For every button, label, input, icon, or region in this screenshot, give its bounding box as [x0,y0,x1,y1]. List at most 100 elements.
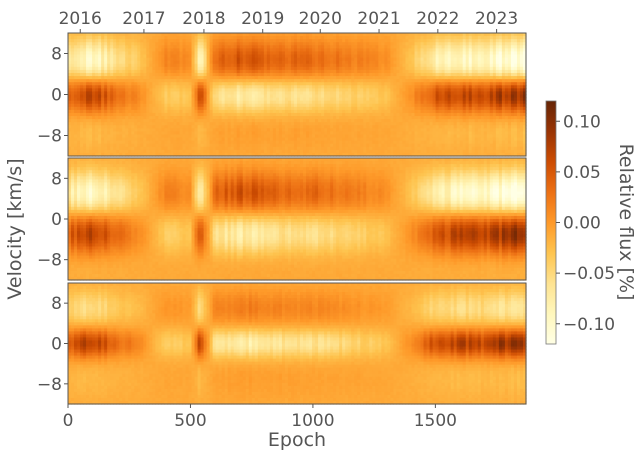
heatmap-cell [293,94,298,99]
heatmap-cell [284,97,289,102]
heatmap-cell [272,39,277,43]
heatmap-cell [131,51,135,56]
heatmap-cell [152,100,156,105]
heatmap-cell [179,39,184,43]
heatmap-cell [116,79,120,83]
heatmap-cell [104,131,108,136]
heatmap-cell [125,152,129,157]
heatmap-cell [221,48,226,53]
heatmap-cell [95,128,99,132]
heatmap-cell [197,146,202,151]
heatmap-cell [197,94,202,99]
heatmap-cell [191,125,196,129]
heatmap-cell [152,72,156,77]
heatmap-cell [170,76,175,80]
heatmap-cell [269,60,274,65]
heatmap-cell [122,79,126,83]
heatmap-cell [275,94,280,99]
heatmap-cell [149,103,153,108]
heatmap-cell [290,85,295,89]
heatmap-cell [119,106,123,111]
heatmap-cell [101,54,105,59]
heatmap-cell [149,69,153,74]
heatmap-cell [128,100,132,105]
heatmap-cell [281,91,286,96]
heatmap-cell [236,112,241,117]
heatmap-cell [98,94,102,99]
heatmap-cell [300,60,304,65]
heatmap-cell [293,149,298,154]
heatmap-cell [89,112,93,117]
heatmap-cell [92,125,96,129]
heatmap-cell [152,51,156,56]
heatmap-cell [140,82,144,86]
heatmap-cell [119,76,123,80]
heatmap-cell [230,143,235,148]
heatmap-cell [221,79,226,83]
heatmap-cell [143,134,147,139]
heatmap-cell [287,76,292,80]
heatmap-cell [182,97,187,102]
heatmap-cell [86,134,90,139]
heatmap-cell [152,152,156,157]
heatmap-cell [104,140,108,145]
heatmap-cell [212,100,217,105]
heatmap-cell [257,112,262,117]
heatmap-cell [101,57,105,62]
heatmap-cell [179,116,184,120]
heatmap-cell [297,100,301,105]
heatmap-cell [143,109,147,114]
heatmap-column [287,33,292,157]
heatmap-cell [254,91,259,96]
heatmap-cell [215,63,220,68]
heatmap-cell [107,72,111,77]
heatmap-cell [119,97,123,102]
heatmap-cell [128,137,132,142]
heatmap-cell [119,72,123,77]
heatmap-cell [101,45,105,49]
heatmap-cell [161,134,166,139]
heatmap-cell [80,137,84,142]
heatmap-cell [131,149,135,154]
heatmap-cell [110,57,114,62]
heatmap-cell [182,76,187,80]
heatmap-cell [83,119,87,123]
heatmap-cell [110,33,114,37]
heatmap-cell [284,88,289,93]
heatmap-cell [143,140,147,145]
heatmap-cell [161,103,166,108]
heatmap-cell [257,60,262,65]
heatmap-cell [197,106,202,111]
heatmap-cell [188,94,193,99]
heatmap-cell [275,79,280,83]
heatmap-cell [182,100,187,105]
heatmap-cell [143,97,147,102]
heatmap-cell [254,88,259,93]
heatmap-cell [191,42,196,46]
heatmap-cell [278,63,283,68]
heatmap-cell [155,152,159,157]
heatmap-cell [116,88,120,93]
heatmap-cell [122,116,126,120]
heatmap-cell [167,152,172,157]
heatmap-cell [158,149,162,154]
heatmap-cell [104,109,108,114]
heatmap-cell [158,54,162,59]
heatmap-cell [167,134,172,139]
heatmap-cell [251,69,256,74]
heatmap-cell [74,57,78,62]
heatmap-cell [251,33,256,37]
heatmap-cell [116,112,120,117]
heatmap-cell [170,85,175,89]
heatmap-cell [275,100,280,105]
heatmap-cell [173,42,178,46]
heatmap-cell [125,91,129,96]
heatmap-cell [278,88,283,93]
heatmap-cell [284,39,289,43]
heatmap-cell [92,91,96,96]
heatmap-cell [203,116,208,120]
heatmap-cell [260,54,265,59]
heatmap-cell [197,42,202,46]
heatmap-cell [77,66,81,71]
heatmap-column [134,33,138,157]
